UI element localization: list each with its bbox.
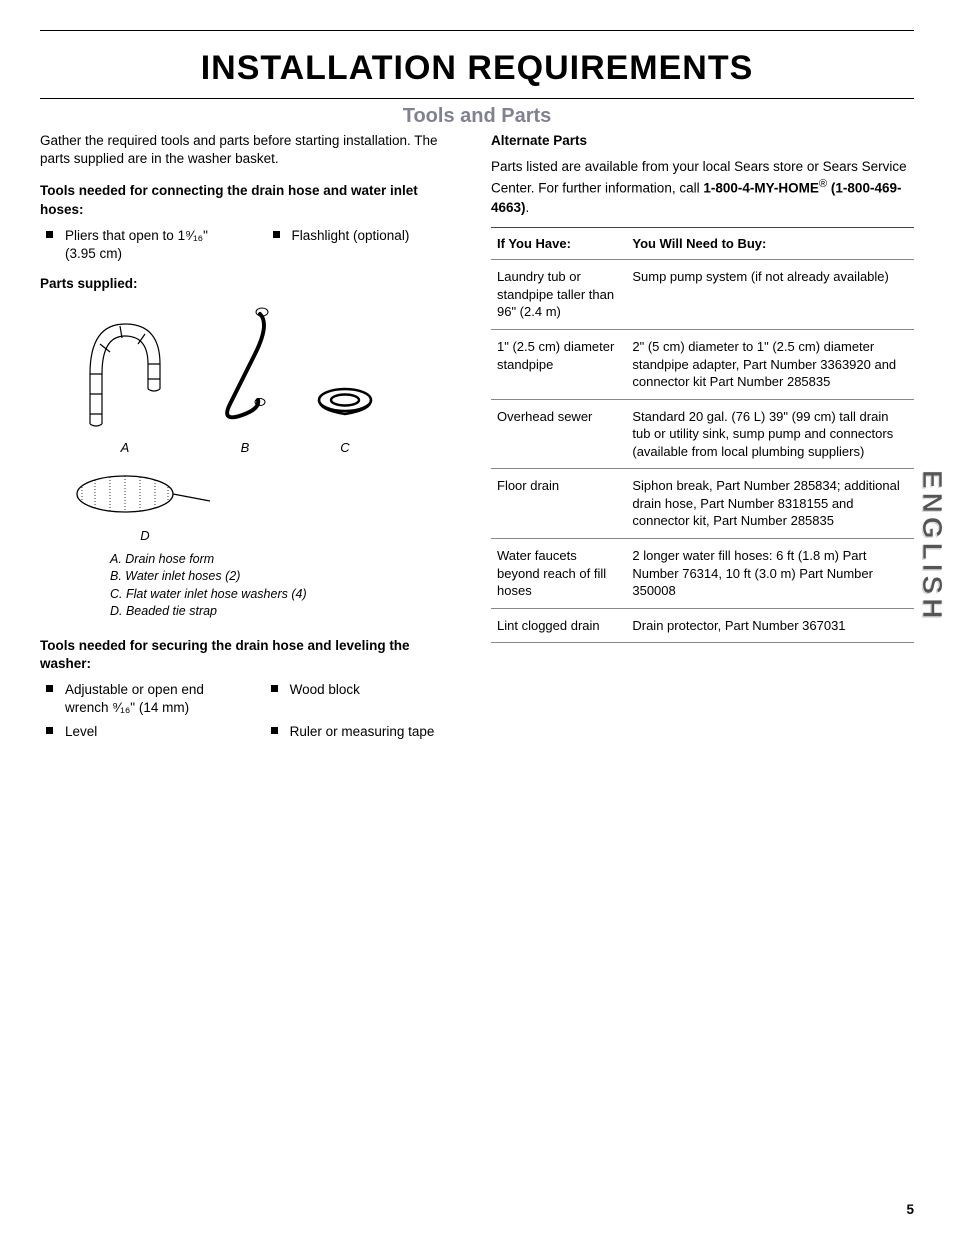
tool-label: Adjustable or open end wrench ⁹⁄₁₆" (14 … xyxy=(65,681,235,717)
table-row: Overhead sewerStandard 20 gal. (76 L) 39… xyxy=(491,399,914,469)
tool-label: Flashlight (optional) xyxy=(292,227,410,245)
table-cell: Standard 20 gal. (76 L) 39" (99 cm) tall… xyxy=(626,399,914,469)
list-item: Level xyxy=(40,723,235,741)
diagram-label: D xyxy=(70,528,220,543)
bullet-icon xyxy=(273,231,280,238)
diagram-item-c: C xyxy=(310,374,380,455)
diagram-legend: A. Drain hose form B. Water inlet hoses … xyxy=(40,551,463,621)
tools-list-1: Pliers that open to 1⁹⁄₁₆" (3.95 cm) Fla… xyxy=(40,227,463,263)
diagram-item-a: A xyxy=(70,304,180,455)
table-header: You Will Need to Buy: xyxy=(626,228,914,260)
list-item: Wood block xyxy=(265,681,460,717)
table-cell: 2" (5 cm) diameter to 1" (2.5 cm) diamet… xyxy=(626,330,914,400)
tool-label: Pliers that open to 1⁹⁄₁₆" (3.95 cm) xyxy=(65,227,237,263)
table-cell: Sump pump system (if not already availab… xyxy=(626,260,914,330)
tool-label: Wood block xyxy=(290,681,360,699)
bullet-icon xyxy=(271,685,278,692)
table-cell: Siphon break, Part Number 285834; additi… xyxy=(626,469,914,539)
table-cell: Lint clogged drain xyxy=(491,608,626,643)
table-row: Laundry tub or standpipe taller than 96"… xyxy=(491,260,914,330)
table-row: Floor drainSiphon break, Part Number 285… xyxy=(491,469,914,539)
table-cell: 2 longer water fill hoses: 6 ft (1.8 m) … xyxy=(626,538,914,608)
intro-text: Gather the required tools and parts befo… xyxy=(40,132,463,168)
tools-head-2: Tools needed for securing the drain hose… xyxy=(40,637,463,673)
parts-diagram: A B xyxy=(40,304,463,543)
table-cell: 1" (2.5 cm) diameter standpipe xyxy=(491,330,626,400)
content-columns: Gather the required tools and parts befo… xyxy=(40,132,914,754)
tools-head-1: Tools needed for connecting the drain ho… xyxy=(40,182,463,218)
list-item: Flashlight (optional) xyxy=(267,227,464,263)
diagram-item-d: D xyxy=(70,467,220,543)
alt-parts-intro: Parts listed are available from your loc… xyxy=(491,158,914,217)
bullet-icon xyxy=(46,727,53,734)
alt-parts-head: Alternate Parts xyxy=(491,132,914,150)
legend-line: C. Flat water inlet hose washers (4) xyxy=(110,586,463,604)
tie-strap-icon xyxy=(70,467,220,522)
table-row: 1" (2.5 cm) diameter standpipe2" (5 cm) … xyxy=(491,330,914,400)
table-cell: Overhead sewer xyxy=(491,399,626,469)
tool-label: Level xyxy=(65,723,97,741)
bullet-icon xyxy=(46,231,53,238)
tool-label: Ruler or measuring tape xyxy=(290,723,435,741)
list-item: Pliers that open to 1⁹⁄₁₆" (3.95 cm) xyxy=(40,227,237,263)
bullet-icon xyxy=(46,685,53,692)
table-cell: Laundry tub or standpipe taller than 96"… xyxy=(491,260,626,330)
list-item: Adjustable or open end wrench ⁹⁄₁₆" (14 … xyxy=(40,681,235,717)
table-row: Water faucets beyond reach of fill hoses… xyxy=(491,538,914,608)
section-subtitle: Tools and Parts xyxy=(40,99,914,132)
phone-label: 1-800-4-MY-HOME xyxy=(703,181,819,196)
table-row: Lint clogged drainDrain protector, Part … xyxy=(491,608,914,643)
table-header: If You Have: xyxy=(491,228,626,260)
list-item: Ruler or measuring tape xyxy=(265,723,460,741)
left-column: Gather the required tools and parts befo… xyxy=(40,132,463,754)
page-title: INSTALLATION REQUIREMENTS xyxy=(40,31,914,98)
parts-supplied-head: Parts supplied: xyxy=(40,275,463,293)
alternate-parts-table: If You Have: You Will Need to Buy: Laund… xyxy=(491,227,914,643)
legend-line: D. Beaded tie strap xyxy=(110,603,463,621)
bullet-icon xyxy=(271,727,278,734)
diagram-label: C xyxy=(310,440,380,455)
diagram-label: A xyxy=(70,440,180,455)
table-cell: Floor drain xyxy=(491,469,626,539)
language-label: ENGLISH xyxy=(916,470,948,622)
water-inlet-hose-icon xyxy=(200,304,290,434)
hose-washer-icon xyxy=(310,374,380,434)
table-cell: Water faucets beyond reach of fill hoses xyxy=(491,538,626,608)
tools-list-2: Adjustable or open end wrench ⁹⁄₁₆" (14 … xyxy=(40,681,463,742)
legend-line: B. Water inlet hoses (2) xyxy=(110,568,463,586)
diagram-item-b: B xyxy=(200,304,290,455)
legend-line: A. Drain hose form xyxy=(110,551,463,569)
reg-mark: ® xyxy=(819,178,827,190)
right-column: Alternate Parts Parts listed are availab… xyxy=(491,132,914,754)
page-number: 5 xyxy=(906,1202,914,1217)
table-cell: Drain protector, Part Number 367031 xyxy=(626,608,914,643)
language-tab: ENGLISH xyxy=(916,470,948,622)
diagram-label: B xyxy=(200,440,290,455)
drain-hose-form-icon xyxy=(70,304,180,434)
